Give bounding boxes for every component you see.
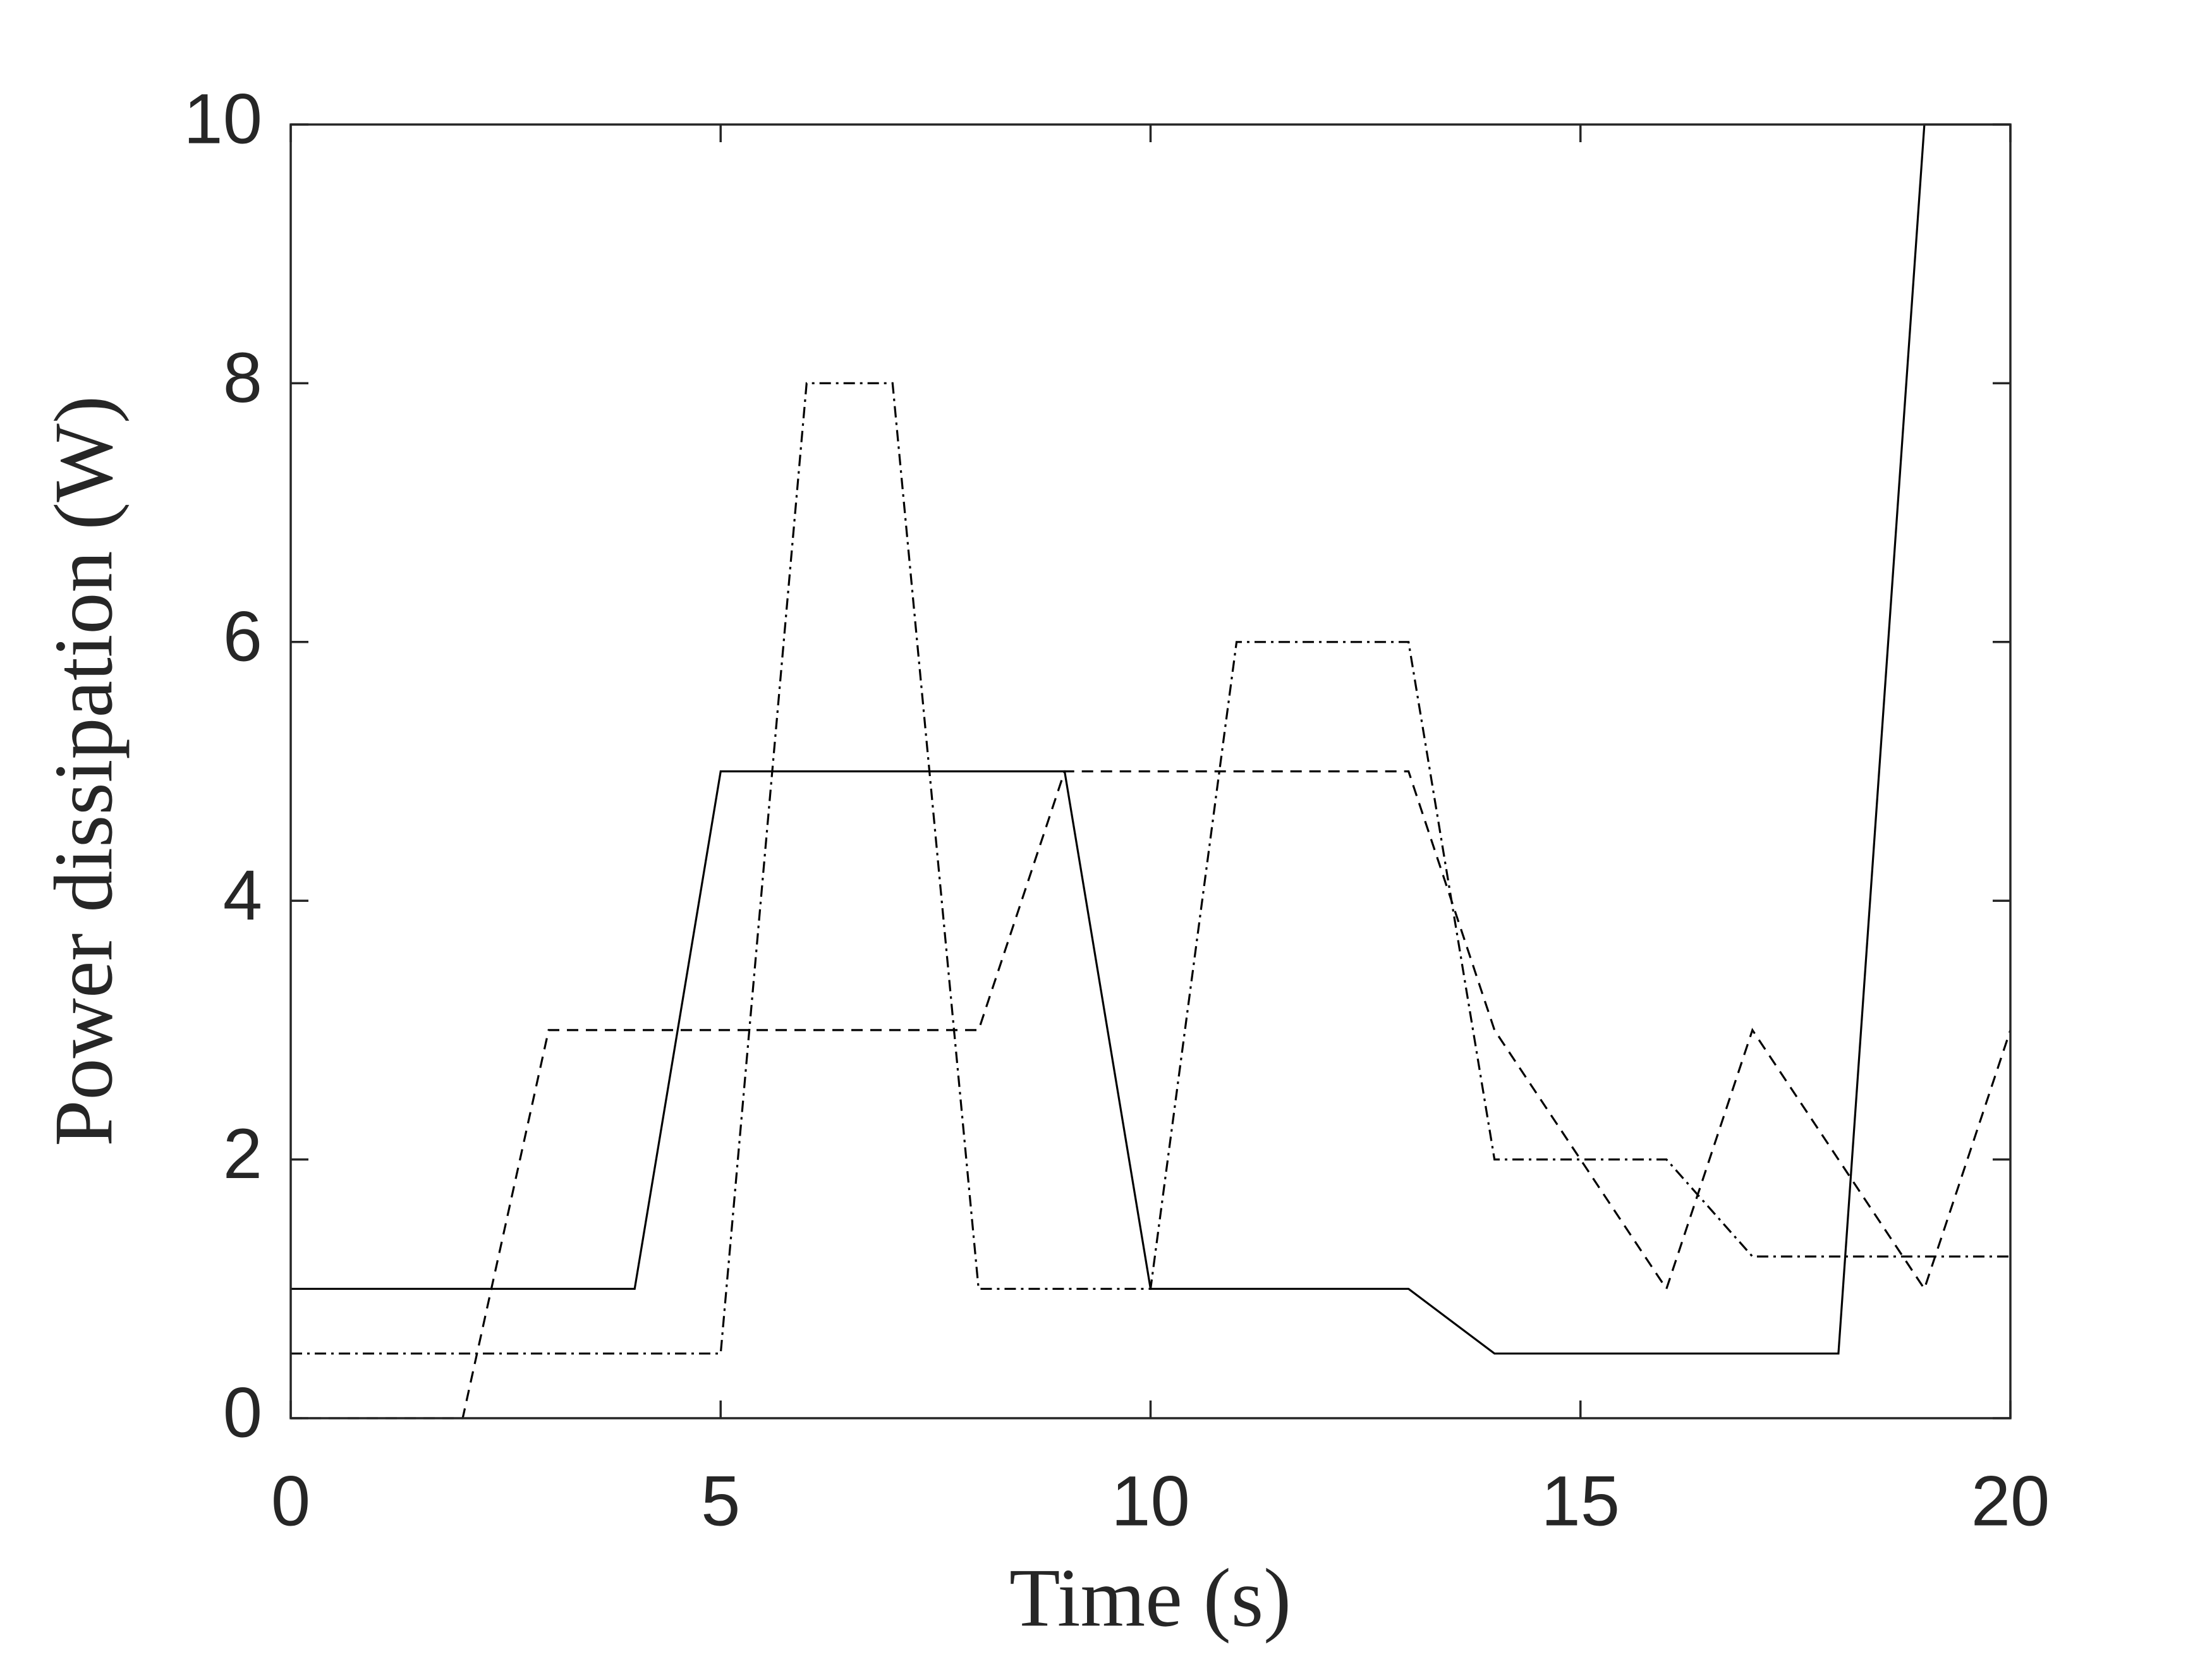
x-axis-label: Time (s) xyxy=(1009,1551,1291,1644)
x-tick-label: 5 xyxy=(701,1462,740,1541)
x-tick-label: 10 xyxy=(1111,1462,1190,1541)
y-tick-label: 0 xyxy=(223,1373,262,1452)
y-tick-label: 8 xyxy=(223,338,262,417)
y-tick-label: 10 xyxy=(183,80,262,159)
x-tick-label: 15 xyxy=(1541,1462,1620,1541)
y-axis-label: Power dissipation (W) xyxy=(37,396,130,1146)
y-tick-label: 2 xyxy=(223,1114,262,1193)
y-tick-label: 6 xyxy=(223,597,262,676)
x-tick-label: 0 xyxy=(271,1462,310,1541)
series-line xyxy=(291,382,2010,1355)
series-line xyxy=(291,770,2012,1419)
x-tick-label: 20 xyxy=(1971,1462,2050,1541)
y-tick-label: 4 xyxy=(223,856,262,935)
